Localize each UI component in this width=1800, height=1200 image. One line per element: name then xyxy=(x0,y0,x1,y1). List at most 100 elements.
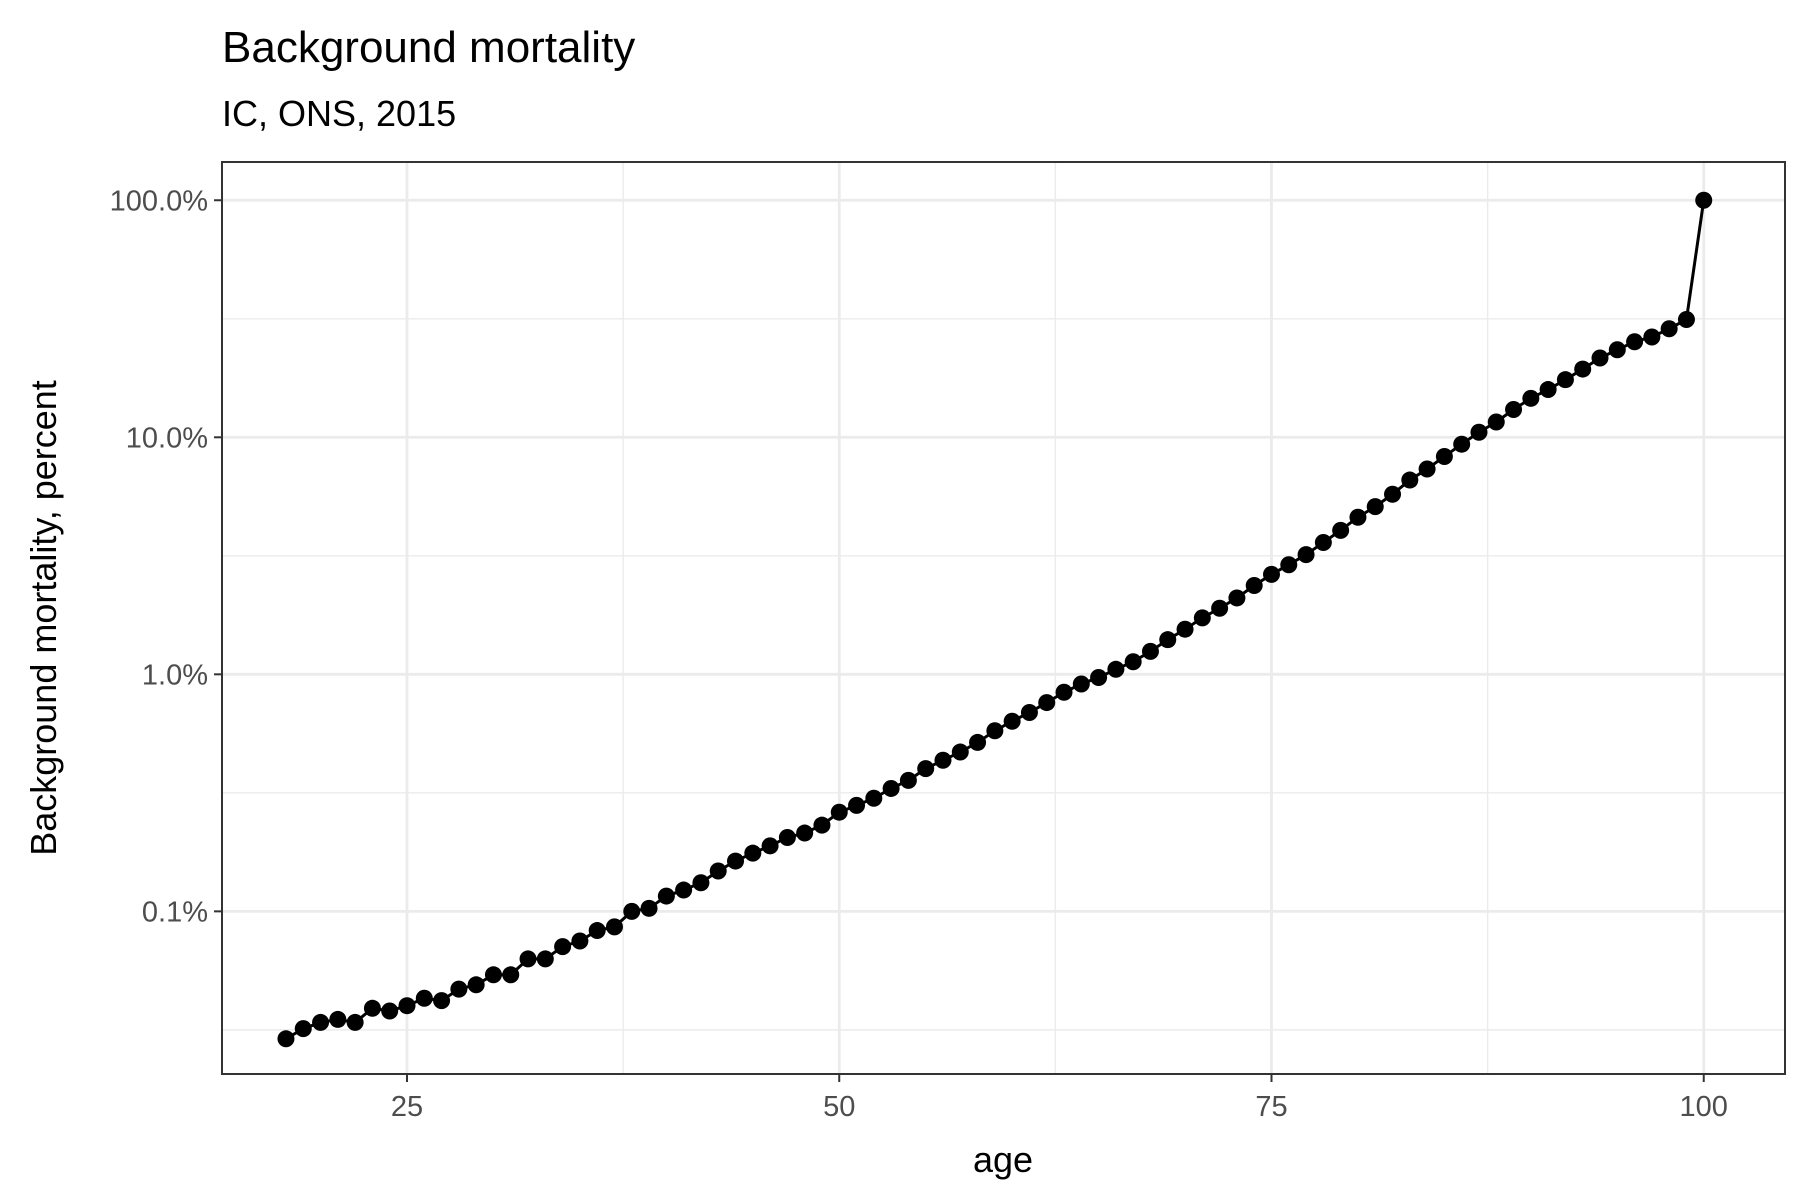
data-point xyxy=(1141,642,1159,660)
data-point xyxy=(433,992,451,1010)
axes: 25 50 75 100 0.1% 1.0% 10.0% 100.0% xyxy=(110,185,1728,1123)
data-point xyxy=(1643,328,1661,346)
data-point xyxy=(1574,360,1592,378)
data-point xyxy=(1453,435,1471,453)
data-point xyxy=(415,989,433,1007)
data-point xyxy=(778,828,796,846)
data-point xyxy=(1262,565,1280,583)
data-point xyxy=(727,852,745,870)
data-point xyxy=(623,902,641,920)
data-point xyxy=(484,966,502,984)
data-point xyxy=(917,760,935,778)
data-point xyxy=(1055,683,1073,701)
data-point xyxy=(657,887,675,905)
data-point xyxy=(1366,498,1384,516)
data-point xyxy=(1401,471,1419,489)
data-point xyxy=(1384,485,1402,503)
chart-subtitle: IC, ONS, 2015 xyxy=(222,93,456,134)
data-point xyxy=(796,824,814,842)
data-point xyxy=(1677,310,1695,328)
data-point xyxy=(813,816,831,834)
data-point xyxy=(1418,460,1436,478)
data-point xyxy=(1124,653,1142,671)
data-point xyxy=(1435,447,1453,465)
y-tick-label: 10.0% xyxy=(126,422,208,454)
data-point xyxy=(1211,599,1229,617)
x-tick-label: 75 xyxy=(1255,1091,1287,1123)
data-point xyxy=(640,899,658,917)
data-point xyxy=(830,803,848,821)
data-point xyxy=(1626,333,1644,351)
data-point xyxy=(1176,620,1194,638)
data-point xyxy=(1695,191,1713,209)
data-point xyxy=(363,999,381,1017)
data-point xyxy=(398,997,416,1015)
data-point xyxy=(709,862,727,880)
data-point xyxy=(934,751,952,769)
data-point xyxy=(554,938,572,956)
data-point xyxy=(1245,576,1263,594)
data-point xyxy=(329,1010,347,1028)
data-point xyxy=(588,922,606,940)
y-tick-label: 100.0% xyxy=(110,185,208,217)
data-point xyxy=(761,837,779,855)
data-point xyxy=(1591,349,1609,367)
data-point xyxy=(1660,320,1678,338)
data-point xyxy=(1107,660,1125,678)
data-point xyxy=(675,881,693,899)
data-point xyxy=(571,932,589,950)
panel-border xyxy=(221,161,1786,1075)
data-point xyxy=(882,779,900,797)
x-tick-label: 25 xyxy=(391,1091,423,1123)
data-point xyxy=(605,918,623,936)
data-point xyxy=(899,771,917,789)
data-point xyxy=(865,789,883,807)
data-point xyxy=(1556,371,1574,389)
x-axis-title: age xyxy=(973,1139,1033,1180)
data-point xyxy=(450,980,468,998)
data-point xyxy=(1193,609,1211,627)
data-point xyxy=(467,976,485,994)
chart-title: Background mortality xyxy=(222,23,635,72)
data-point xyxy=(1349,508,1367,526)
data-point xyxy=(1297,546,1315,564)
data-point xyxy=(1522,389,1540,407)
data-point xyxy=(277,1030,295,1048)
data-point xyxy=(346,1013,364,1031)
data-point xyxy=(692,874,710,892)
data-point xyxy=(1159,631,1177,649)
data-point xyxy=(536,950,554,968)
data-point xyxy=(1505,400,1523,418)
data-point xyxy=(1280,556,1298,574)
grid xyxy=(222,162,1785,1074)
data-point xyxy=(1003,712,1021,730)
data-marks xyxy=(277,191,1713,1048)
data-point xyxy=(986,722,1004,740)
y-tick-label: 0.1% xyxy=(142,896,208,928)
data-point xyxy=(519,950,537,968)
data-point xyxy=(1038,694,1056,712)
data-point xyxy=(1072,675,1090,693)
y-axis-title: Background mortality, percent xyxy=(23,380,64,856)
data-point xyxy=(848,796,866,814)
data-point xyxy=(1314,533,1332,551)
data-point xyxy=(1470,423,1488,441)
data-point xyxy=(744,844,762,862)
data-point xyxy=(312,1013,330,1031)
data-point xyxy=(1332,521,1350,539)
data-point xyxy=(1608,341,1626,359)
data-point xyxy=(1020,704,1038,722)
data-point xyxy=(502,966,520,984)
data-point xyxy=(294,1020,312,1038)
x-tick-label: 50 xyxy=(823,1091,855,1123)
data-point xyxy=(951,743,969,761)
data-point xyxy=(1487,413,1505,431)
y-tick-label: 1.0% xyxy=(142,659,208,691)
panel-background xyxy=(222,162,1785,1074)
x-tick-label: 100 xyxy=(1680,1091,1728,1123)
data-point xyxy=(1090,668,1108,686)
data-point xyxy=(381,1002,399,1020)
data-point xyxy=(1539,381,1557,399)
data-point xyxy=(969,733,987,751)
